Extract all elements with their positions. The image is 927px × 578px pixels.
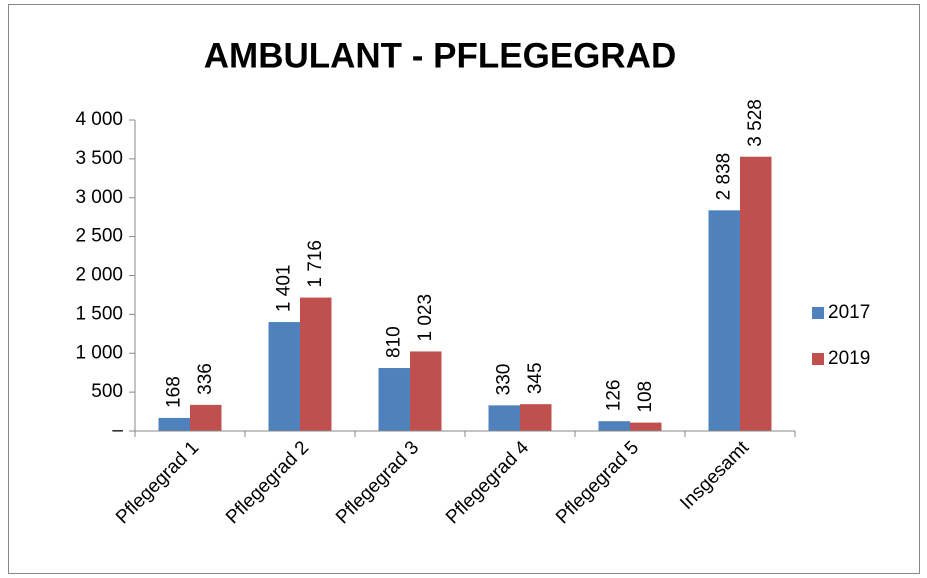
value-label: 1 401 [273, 265, 294, 313]
y-tick-label: 2 500 [75, 226, 123, 247]
y-tick-label: 3 500 [75, 148, 123, 169]
legend-label: 2017 [828, 302, 870, 323]
value-label: 108 [635, 381, 656, 413]
bar [740, 156, 772, 431]
value-label: 126 [603, 380, 624, 412]
y-tick-label: 1 000 [75, 342, 123, 363]
value-label: 810 [383, 326, 404, 358]
bar [268, 322, 300, 431]
y-tick-label: 500 [91, 381, 123, 402]
bar [488, 405, 520, 431]
value-label: 336 [195, 363, 216, 395]
bar [598, 421, 630, 431]
value-label: 3 528 [745, 99, 766, 147]
bar [708, 210, 740, 431]
bar [410, 351, 442, 431]
bar [378, 368, 410, 431]
value-label: 1 716 [305, 240, 326, 288]
bar [158, 417, 190, 431]
y-tick-label: 3 000 [75, 187, 123, 208]
bar [190, 404, 222, 431]
value-label: 1 023 [415, 294, 436, 342]
legend-swatch [812, 353, 824, 365]
bar [520, 404, 552, 431]
y-tick-label: 1 500 [75, 303, 123, 324]
y-tick-label: 2 000 [75, 265, 123, 286]
y-tick-label: – [112, 420, 123, 441]
legend-swatch [812, 307, 824, 319]
bar [630, 422, 662, 431]
value-label: 168 [163, 376, 184, 408]
value-label: 330 [493, 364, 514, 396]
bar [300, 297, 332, 431]
value-label: 2 838 [713, 153, 734, 201]
chart-title: AMBULANT - PFLEGEGRAD [204, 36, 676, 75]
legend-label: 2019 [828, 348, 870, 369]
y-tick-label: 4 000 [75, 109, 123, 130]
value-label: 345 [525, 362, 546, 394]
